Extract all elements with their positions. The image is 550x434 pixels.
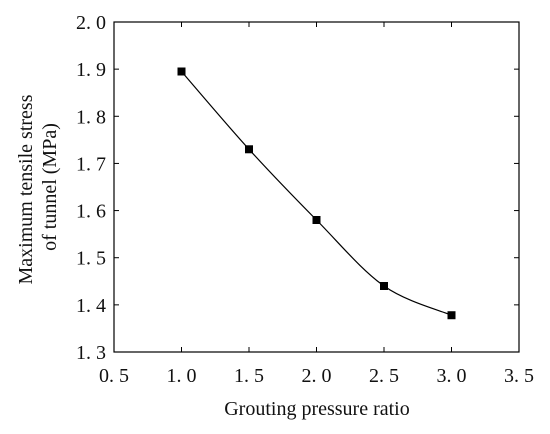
- data-point-marker: [245, 145, 253, 154]
- data-point-marker: [447, 311, 456, 320]
- x-tick-label: 3. 5: [504, 365, 534, 387]
- data-point-marker: [380, 282, 388, 290]
- series-markers: [177, 67, 456, 320]
- y-tick-label: 1. 3: [76, 342, 106, 364]
- x-tick-label: 3. 0: [437, 365, 467, 387]
- y-axis-title-line-2: of tunnel (MPa): [39, 123, 61, 251]
- data-point-marker: [177, 67, 186, 76]
- y-tick-label: 1. 7: [76, 153, 106, 175]
- x-axis-title: Grouting pressure ratio: [224, 398, 410, 420]
- plot-frame: [113, 21, 520, 353]
- y-ticks: [114, 21, 519, 353]
- x-tick-label: 0. 5: [99, 365, 129, 387]
- y-tick-label: 1. 6: [76, 201, 106, 223]
- x-tick-label: 1. 0: [167, 365, 197, 387]
- y-tick-label: 2. 0: [76, 12, 106, 34]
- y-tick-label: 1. 5: [76, 248, 106, 270]
- y-tick-label: 1. 9: [76, 59, 106, 81]
- y-tick-label: 1. 4: [76, 295, 106, 317]
- x-ticks: [113, 22, 520, 352]
- data-point-marker: [312, 216, 321, 224]
- x-tick-label: 2. 0: [302, 365, 332, 387]
- y-tick-labels: 1. 3 1. 4 1. 5 1. 6 1. 7 1. 8 1. 9 2. 0: [76, 12, 106, 364]
- y-axis-title: Maximum tensile stress of tunnel (MPa): [15, 90, 61, 285]
- x-tick-label: 1. 5: [234, 365, 264, 387]
- series-line: [181, 71, 452, 316]
- y-axis-title-line-1: Maximum tensile stress: [15, 94, 37, 284]
- y-tick-label: 1. 8: [76, 106, 106, 128]
- x-tick-labels: 0. 5 1. 0 1. 5 2. 0 2. 5 3. 0 3. 5: [99, 365, 534, 387]
- x-tick-label: 2. 5: [369, 365, 399, 387]
